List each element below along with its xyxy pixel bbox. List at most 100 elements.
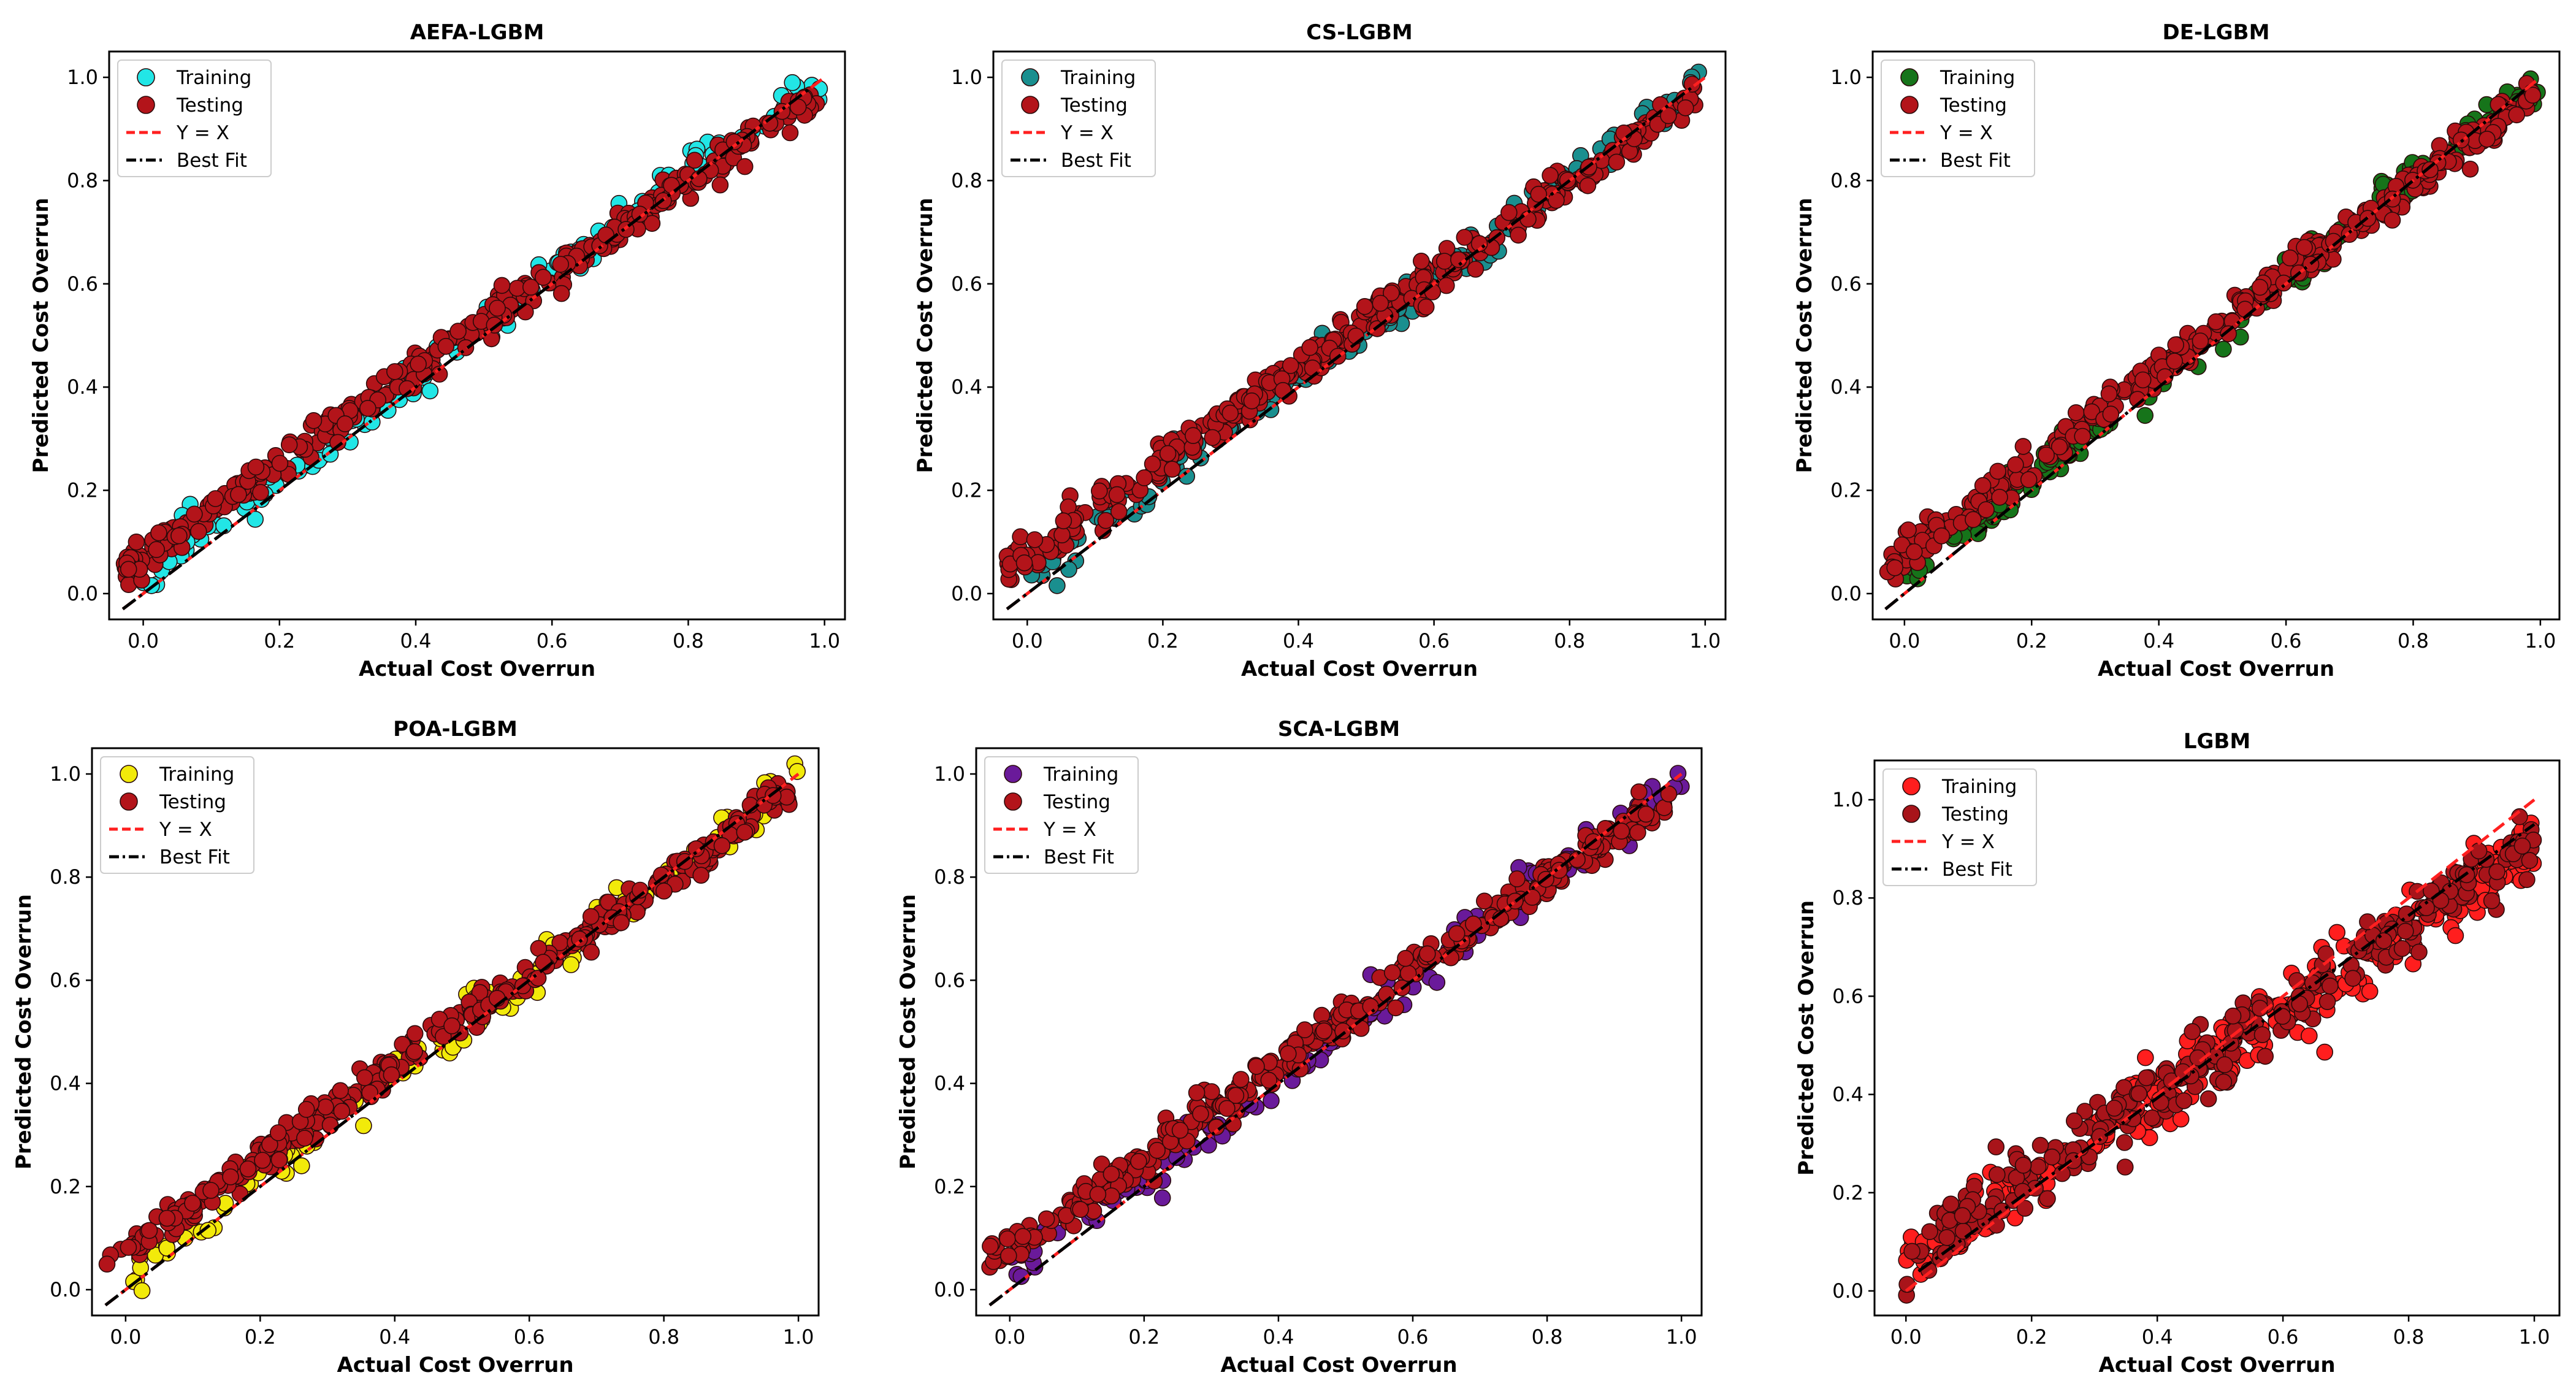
point-testing <box>489 299 506 317</box>
point-testing <box>736 158 754 175</box>
point-training <box>1178 467 1195 485</box>
y-tick-label: 0.6 <box>951 272 982 296</box>
point-testing <box>410 355 427 373</box>
point-testing <box>1204 429 1221 446</box>
point-testing <box>1218 1100 1236 1117</box>
y-tick-label: 0.8 <box>934 865 965 889</box>
legend-label: Training <box>176 67 251 89</box>
point-testing <box>2067 404 2085 421</box>
legend-label: Testing <box>1941 803 2009 825</box>
point-testing <box>1387 999 1404 1017</box>
point-testing <box>1500 204 1518 221</box>
y-tick-label: 0.0 <box>1830 582 1862 605</box>
point-testing <box>1579 177 1597 194</box>
point-training <box>1428 974 1446 991</box>
point-testing <box>582 908 600 925</box>
y-axis-label: Predicted Cost Overrun <box>1792 197 1817 473</box>
point-testing <box>1356 297 1374 315</box>
y-tick-label: 1.0 <box>67 66 98 89</box>
point-training <box>784 74 801 91</box>
point-training <box>199 1222 217 1239</box>
point-testing <box>2461 160 2479 178</box>
y-tick-label: 0.8 <box>67 169 98 192</box>
x-tick-label: 0.4 <box>2142 1325 2173 1349</box>
point-testing <box>1282 357 1299 374</box>
point-testing <box>982 1238 999 1255</box>
y-tick-label: 0.0 <box>1832 1279 1863 1303</box>
point-testing <box>2043 1148 2061 1166</box>
point-testing <box>1221 404 1239 422</box>
point-testing <box>1148 1141 1166 1159</box>
point-testing <box>1014 1228 1031 1245</box>
point-testing <box>2216 1056 2233 1073</box>
y-tick-label: 0.2 <box>67 479 98 502</box>
y-axis-label: Predicted Cost Overrun <box>1794 900 1819 1176</box>
x-axis-label: Actual Cost Overrun <box>359 657 595 681</box>
x-tick-label: 1.0 <box>2519 1325 2550 1349</box>
point-testing <box>1954 1207 1971 1224</box>
point-training <box>2316 1043 2333 1061</box>
point-testing <box>1548 191 1565 209</box>
plot-area <box>1898 798 2542 1304</box>
y-tick-label: 0.8 <box>1830 169 1862 192</box>
point-testing <box>713 837 731 854</box>
point-testing <box>2083 403 2100 421</box>
point-testing <box>471 984 489 1001</box>
legend-label: Y = X <box>159 819 212 841</box>
point-testing <box>1097 511 1115 529</box>
point-testing <box>2325 232 2342 250</box>
point-testing <box>1091 482 1108 500</box>
point-testing <box>2224 1007 2242 1025</box>
point-training <box>1669 765 1687 782</box>
point-testing <box>1987 1138 2005 1155</box>
point-testing <box>1232 1071 1250 1088</box>
point-testing <box>2106 1100 2123 1117</box>
point-testing <box>1207 1119 1225 1136</box>
x-tick-label: 0.2 <box>2016 629 2047 653</box>
legend-label: Testing <box>1940 94 2007 117</box>
point-testing <box>2251 278 2269 296</box>
legend-label: Best Fit <box>1044 846 1114 868</box>
point-testing <box>1072 1201 1089 1218</box>
point-testing <box>2393 940 2411 957</box>
y-tick-label: 0.0 <box>951 582 982 605</box>
legend-label: Best Fit <box>177 150 247 172</box>
y-tick-label: 0.4 <box>934 1072 965 1095</box>
point-testing <box>1397 949 1414 967</box>
legend-box <box>100 756 254 874</box>
point-testing <box>2236 301 2253 318</box>
y-tick-label: 0.2 <box>951 479 982 502</box>
y-tick-label: 1.0 <box>1832 788 1863 811</box>
point-testing <box>725 133 743 151</box>
point-testing <box>1630 783 1648 800</box>
point-testing <box>1542 167 1559 184</box>
y-tick-label: 0.4 <box>50 1072 81 1095</box>
point-testing <box>1438 277 1455 294</box>
x-axis-label: Actual Cost Overrun <box>337 1353 573 1377</box>
x-tick-label: 0.8 <box>2393 1325 2425 1349</box>
legend-marker-training <box>1004 765 1022 783</box>
plot-area <box>998 63 1707 611</box>
point-training <box>1060 561 1077 578</box>
point-testing <box>2281 249 2299 267</box>
legend-label: Best Fit <box>1942 859 2012 881</box>
point-testing <box>2007 456 2024 473</box>
x-tick-label: 1.0 <box>783 1325 814 1349</box>
point-testing <box>1103 1165 1120 1183</box>
legend-label: Y = X <box>176 122 229 144</box>
point-training <box>1153 1189 1171 1206</box>
point-testing <box>270 1151 288 1168</box>
x-axis-label: Actual Cost Overrun <box>2098 1353 2335 1377</box>
point-testing <box>2322 978 2339 995</box>
point-testing <box>629 903 646 921</box>
point-testing <box>158 1209 176 1227</box>
point-testing <box>1188 1084 1206 1101</box>
y-tick-label: 1.0 <box>951 66 982 89</box>
point-training <box>1049 577 1066 594</box>
legend-marker-testing <box>120 792 138 811</box>
plot-area <box>98 755 806 1307</box>
x-tick-label: 0.4 <box>1263 1325 1294 1349</box>
point-testing <box>2524 86 2542 104</box>
legend-marker-training <box>120 765 138 783</box>
legend-label: Best Fit <box>1940 150 2011 172</box>
